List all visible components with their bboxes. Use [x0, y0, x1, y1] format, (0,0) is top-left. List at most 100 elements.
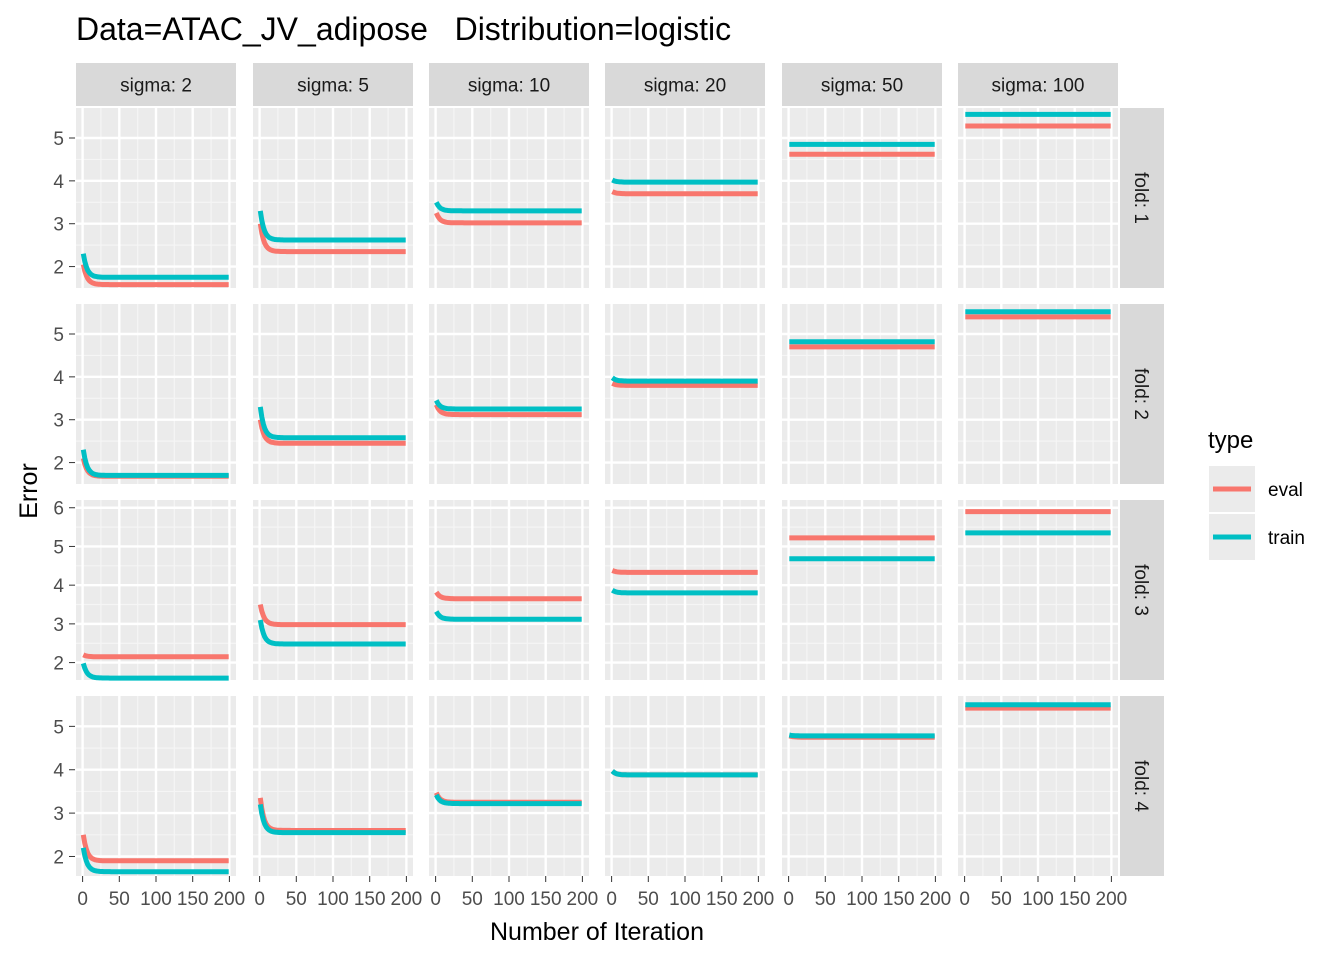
series-line-train	[257, 619, 407, 647]
y-tick-label: 4	[53, 576, 64, 597]
y-tick-label: 4	[53, 761, 64, 782]
x-tick-label: 0	[77, 889, 88, 910]
column-strip-label: sigma: 10	[468, 76, 550, 97]
series-line-train	[610, 769, 759, 778]
column-strip-label: sigma: 50	[821, 76, 903, 97]
x-tick-label: 0	[254, 889, 265, 910]
series-line-eval	[434, 403, 583, 418]
x-tick-label: 150	[706, 889, 738, 910]
x-tick-label: 200	[743, 889, 775, 910]
series-line-eval	[434, 590, 583, 602]
column-strip-label: sigma: 100	[992, 76, 1085, 97]
facet-panel	[958, 108, 1118, 288]
strip-background	[1120, 108, 1164, 288]
x-tick-label: 0	[430, 889, 441, 910]
x-tick-label: 150	[177, 889, 209, 910]
column-strip-label: sigma: 2	[120, 76, 192, 97]
legend-entries: eval train	[1209, 466, 1305, 560]
x-axis-title: Number of Iteration	[490, 918, 704, 946]
x-tick-label: 150	[1059, 889, 1091, 910]
facet-panel	[253, 500, 413, 680]
series-line-train	[434, 793, 583, 807]
x-tick-label: 200	[1096, 889, 1128, 910]
y-tick-label: 5	[53, 717, 64, 738]
facet-panel	[782, 108, 942, 288]
x-tick-label: 100	[493, 889, 525, 910]
facet-panel	[958, 696, 1118, 876]
column-strip-label: sigma: 5	[297, 76, 369, 97]
series-line-train	[80, 847, 230, 875]
facet-column-strip: sigma: 50	[782, 63, 942, 106]
facet-column-strip: sigma: 20	[605, 63, 765, 106]
legend: type eval train	[1208, 427, 1305, 560]
y-tick-label: 2	[53, 454, 64, 475]
y-tick-label: 5	[53, 325, 64, 346]
x-tick-label: 50	[815, 889, 836, 910]
x-tick-label: 150	[530, 889, 562, 910]
facet-column-strip: sigma: 2	[76, 63, 236, 106]
facet-panel	[958, 304, 1118, 484]
x-tick-label: 100	[140, 889, 172, 910]
strip-background	[429, 63, 589, 106]
facet-column-strip: sigma: 10	[429, 63, 589, 106]
x-tick-label: 50	[462, 889, 483, 910]
y-tick-label: 4	[53, 172, 64, 193]
strip-background	[605, 63, 765, 106]
series-line-eval	[80, 263, 230, 288]
facet-panel	[253, 304, 413, 484]
x-tick-label: 150	[883, 889, 915, 910]
facet-panel	[76, 696, 236, 876]
facet-panel	[782, 500, 942, 680]
series-line-train	[610, 375, 759, 384]
series-line-train	[434, 610, 583, 622]
series-line-eval	[257, 223, 407, 255]
facet-grid: sigma: 2 sigma: 5 sigma: 10 sigma: 20 sigma:…	[53, 63, 1164, 910]
series-line-eval	[80, 834, 230, 864]
x-tick-label: 100	[1022, 889, 1054, 910]
facet-row-strip: fold: 2	[1120, 304, 1164, 484]
facet-panel	[429, 500, 589, 680]
facet-panel	[782, 696, 942, 876]
facet-panel	[605, 304, 765, 484]
y-tick-label: 6	[53, 499, 64, 520]
facet-panel	[253, 108, 413, 288]
column-strip-label: sigma: 20	[644, 76, 726, 97]
series-line-eval	[611, 189, 759, 197]
y-tick-label: 5	[53, 537, 64, 558]
facet-panel	[605, 500, 765, 680]
facet-panel	[76, 108, 236, 288]
x-tick-label: 0	[606, 889, 617, 910]
series-line-eval	[82, 652, 230, 660]
facet-panel	[958, 500, 1118, 680]
legend-entry-eval: eval	[1209, 466, 1303, 512]
row-strip-label: fold: 1	[1130, 172, 1151, 224]
legend-entry-train: train	[1209, 514, 1305, 560]
x-tick-label: 100	[317, 889, 349, 910]
x-tick-label: 50	[109, 889, 130, 910]
strip-background	[253, 63, 413, 106]
facet-row-strip: fold: 3	[1120, 500, 1164, 680]
facet-panel	[429, 696, 589, 876]
row-strip-label: fold: 3	[1130, 564, 1151, 616]
facet-row-strip: fold: 1	[1120, 108, 1164, 288]
strip-background	[1120, 696, 1164, 876]
series-line-eval	[257, 603, 407, 628]
legend-label: eval	[1268, 480, 1303, 501]
y-tick-label: 4	[53, 368, 64, 389]
series-line-train	[434, 399, 583, 412]
x-tick-label: 50	[638, 889, 659, 910]
series-line-train	[80, 253, 230, 280]
strip-background	[782, 63, 942, 106]
x-tick-label: 100	[669, 889, 701, 910]
strip-background	[1120, 304, 1164, 484]
y-tick-label: 3	[53, 215, 64, 236]
x-tick-label: 200	[920, 889, 952, 910]
series-line-eval	[611, 568, 759, 575]
x-tick-label: 50	[991, 889, 1012, 910]
y-tick-label: 2	[53, 847, 64, 868]
y-tick-label: 2	[53, 258, 64, 279]
y-tick-label: 2	[53, 654, 64, 675]
series-line-train	[611, 588, 759, 596]
chart-title: Data=ATAC_JV_adipose Distribution=logist…	[76, 11, 731, 47]
